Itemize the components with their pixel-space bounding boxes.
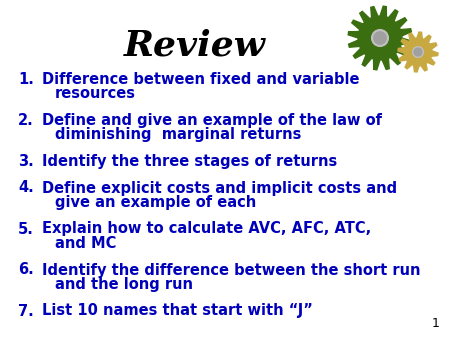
Polygon shape — [398, 32, 438, 72]
Text: List 10 names that start with “J”: List 10 names that start with “J” — [42, 304, 313, 318]
Text: and MC: and MC — [55, 236, 117, 251]
Text: diminishing  marginal returns: diminishing marginal returns — [55, 127, 302, 143]
Text: 3.: 3. — [18, 154, 34, 169]
Text: 1: 1 — [432, 317, 440, 330]
Text: 4.: 4. — [18, 180, 34, 195]
Text: Difference between fixed and variable: Difference between fixed and variable — [42, 72, 360, 87]
Text: Review: Review — [124, 28, 266, 62]
Circle shape — [414, 48, 422, 56]
Polygon shape — [348, 6, 412, 70]
Text: give an example of each: give an example of each — [55, 195, 256, 210]
Text: 2.: 2. — [18, 113, 34, 128]
Text: Define explicit costs and implicit costs and: Define explicit costs and implicit costs… — [42, 180, 397, 195]
Text: Explain how to calculate AVC, AFC, ATC,: Explain how to calculate AVC, AFC, ATC, — [42, 221, 371, 237]
Text: Identify the difference between the short run: Identify the difference between the shor… — [42, 263, 420, 277]
Text: resources: resources — [55, 87, 136, 101]
Circle shape — [413, 47, 423, 57]
Text: Define and give an example of the law of: Define and give an example of the law of — [42, 113, 382, 128]
Text: and the long run: and the long run — [55, 277, 193, 292]
Text: 5.: 5. — [18, 221, 34, 237]
Circle shape — [372, 30, 388, 46]
Text: 1.: 1. — [18, 72, 34, 87]
Circle shape — [374, 32, 386, 44]
Text: 7.: 7. — [18, 304, 34, 318]
Text: Identify the three stages of returns: Identify the three stages of returns — [42, 154, 337, 169]
Text: 6.: 6. — [18, 263, 34, 277]
